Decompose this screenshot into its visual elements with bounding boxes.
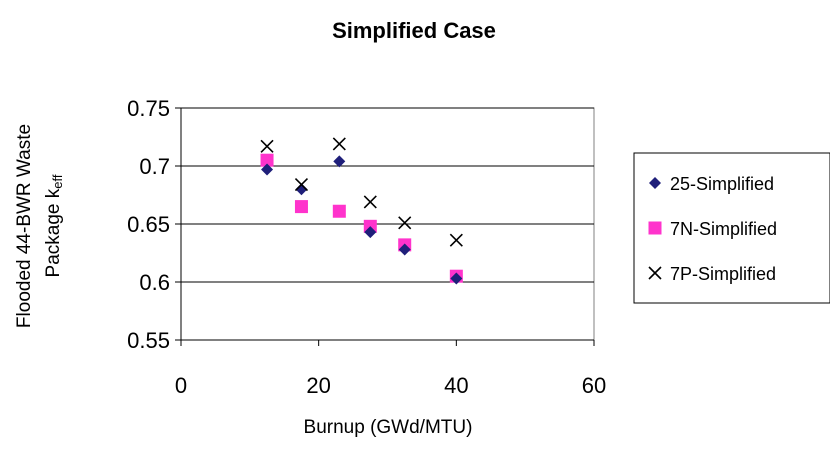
x-tick-labels: 0 20 40 60 (175, 373, 606, 398)
chart-title: Simplified Case (332, 18, 496, 43)
y-axis-title-line1: Flooded 44-BWR Waste (14, 124, 35, 328)
legend-label: 7N-Simplified (670, 219, 777, 239)
data-point-x (294, 177, 309, 192)
data-point-diamond (333, 155, 346, 168)
data-point-diamond (261, 163, 274, 176)
legend-label: 7P-Simplified (670, 264, 776, 284)
data-point-x (332, 137, 346, 151)
y-axis-title: Flooded 44-BWR Waste Package keff (14, 124, 65, 328)
legend-marker-square (648, 221, 662, 235)
y-tick-label: 0.6 (139, 270, 170, 295)
data-point-x (398, 216, 412, 230)
gridlines (181, 107, 594, 283)
y-tick-label: 0.55 (127, 328, 170, 353)
legend-marker-diamond (649, 177, 661, 189)
legend-label: 25-Simplified (670, 174, 774, 194)
x-tick-label: 40 (444, 373, 468, 398)
data-point-diamond (398, 243, 411, 256)
x-tick-label: 0 (175, 373, 187, 398)
x-tick-label: 60 (582, 373, 606, 398)
data-point-x (449, 233, 463, 247)
y-axis-title-main: Package k (43, 188, 64, 277)
data-point-x (363, 195, 377, 209)
x-tick-label: 20 (306, 373, 330, 398)
data-point-diamond (295, 183, 308, 196)
data-point-square (260, 153, 274, 167)
data-point-diamond (450, 272, 463, 285)
x-axis-title: Burnup (GWd/MTU) (304, 417, 473, 438)
y-tick-label: 0.7 (139, 154, 170, 179)
axes (175, 107, 595, 346)
legend-marker-x (648, 266, 662, 280)
data-points (260, 137, 463, 285)
y-tick-label: 0.75 (127, 96, 170, 121)
data-point-square (332, 204, 346, 218)
data-point-square (294, 200, 308, 214)
y-tick-label: 0.65 (127, 212, 170, 237)
y-axis-title-subscript: eff (50, 174, 65, 189)
y-tick-labels: 0.55 0.6 0.65 0.7 0.75 (127, 96, 170, 353)
legend-box (633, 152, 830, 304)
data-point-diamond (364, 226, 377, 239)
y-axis-title-line2: Package keff (43, 174, 65, 277)
data-point-x (260, 139, 274, 153)
legend: 25-Simplified 7N-Simplified 7P-Simplified (633, 152, 830, 304)
